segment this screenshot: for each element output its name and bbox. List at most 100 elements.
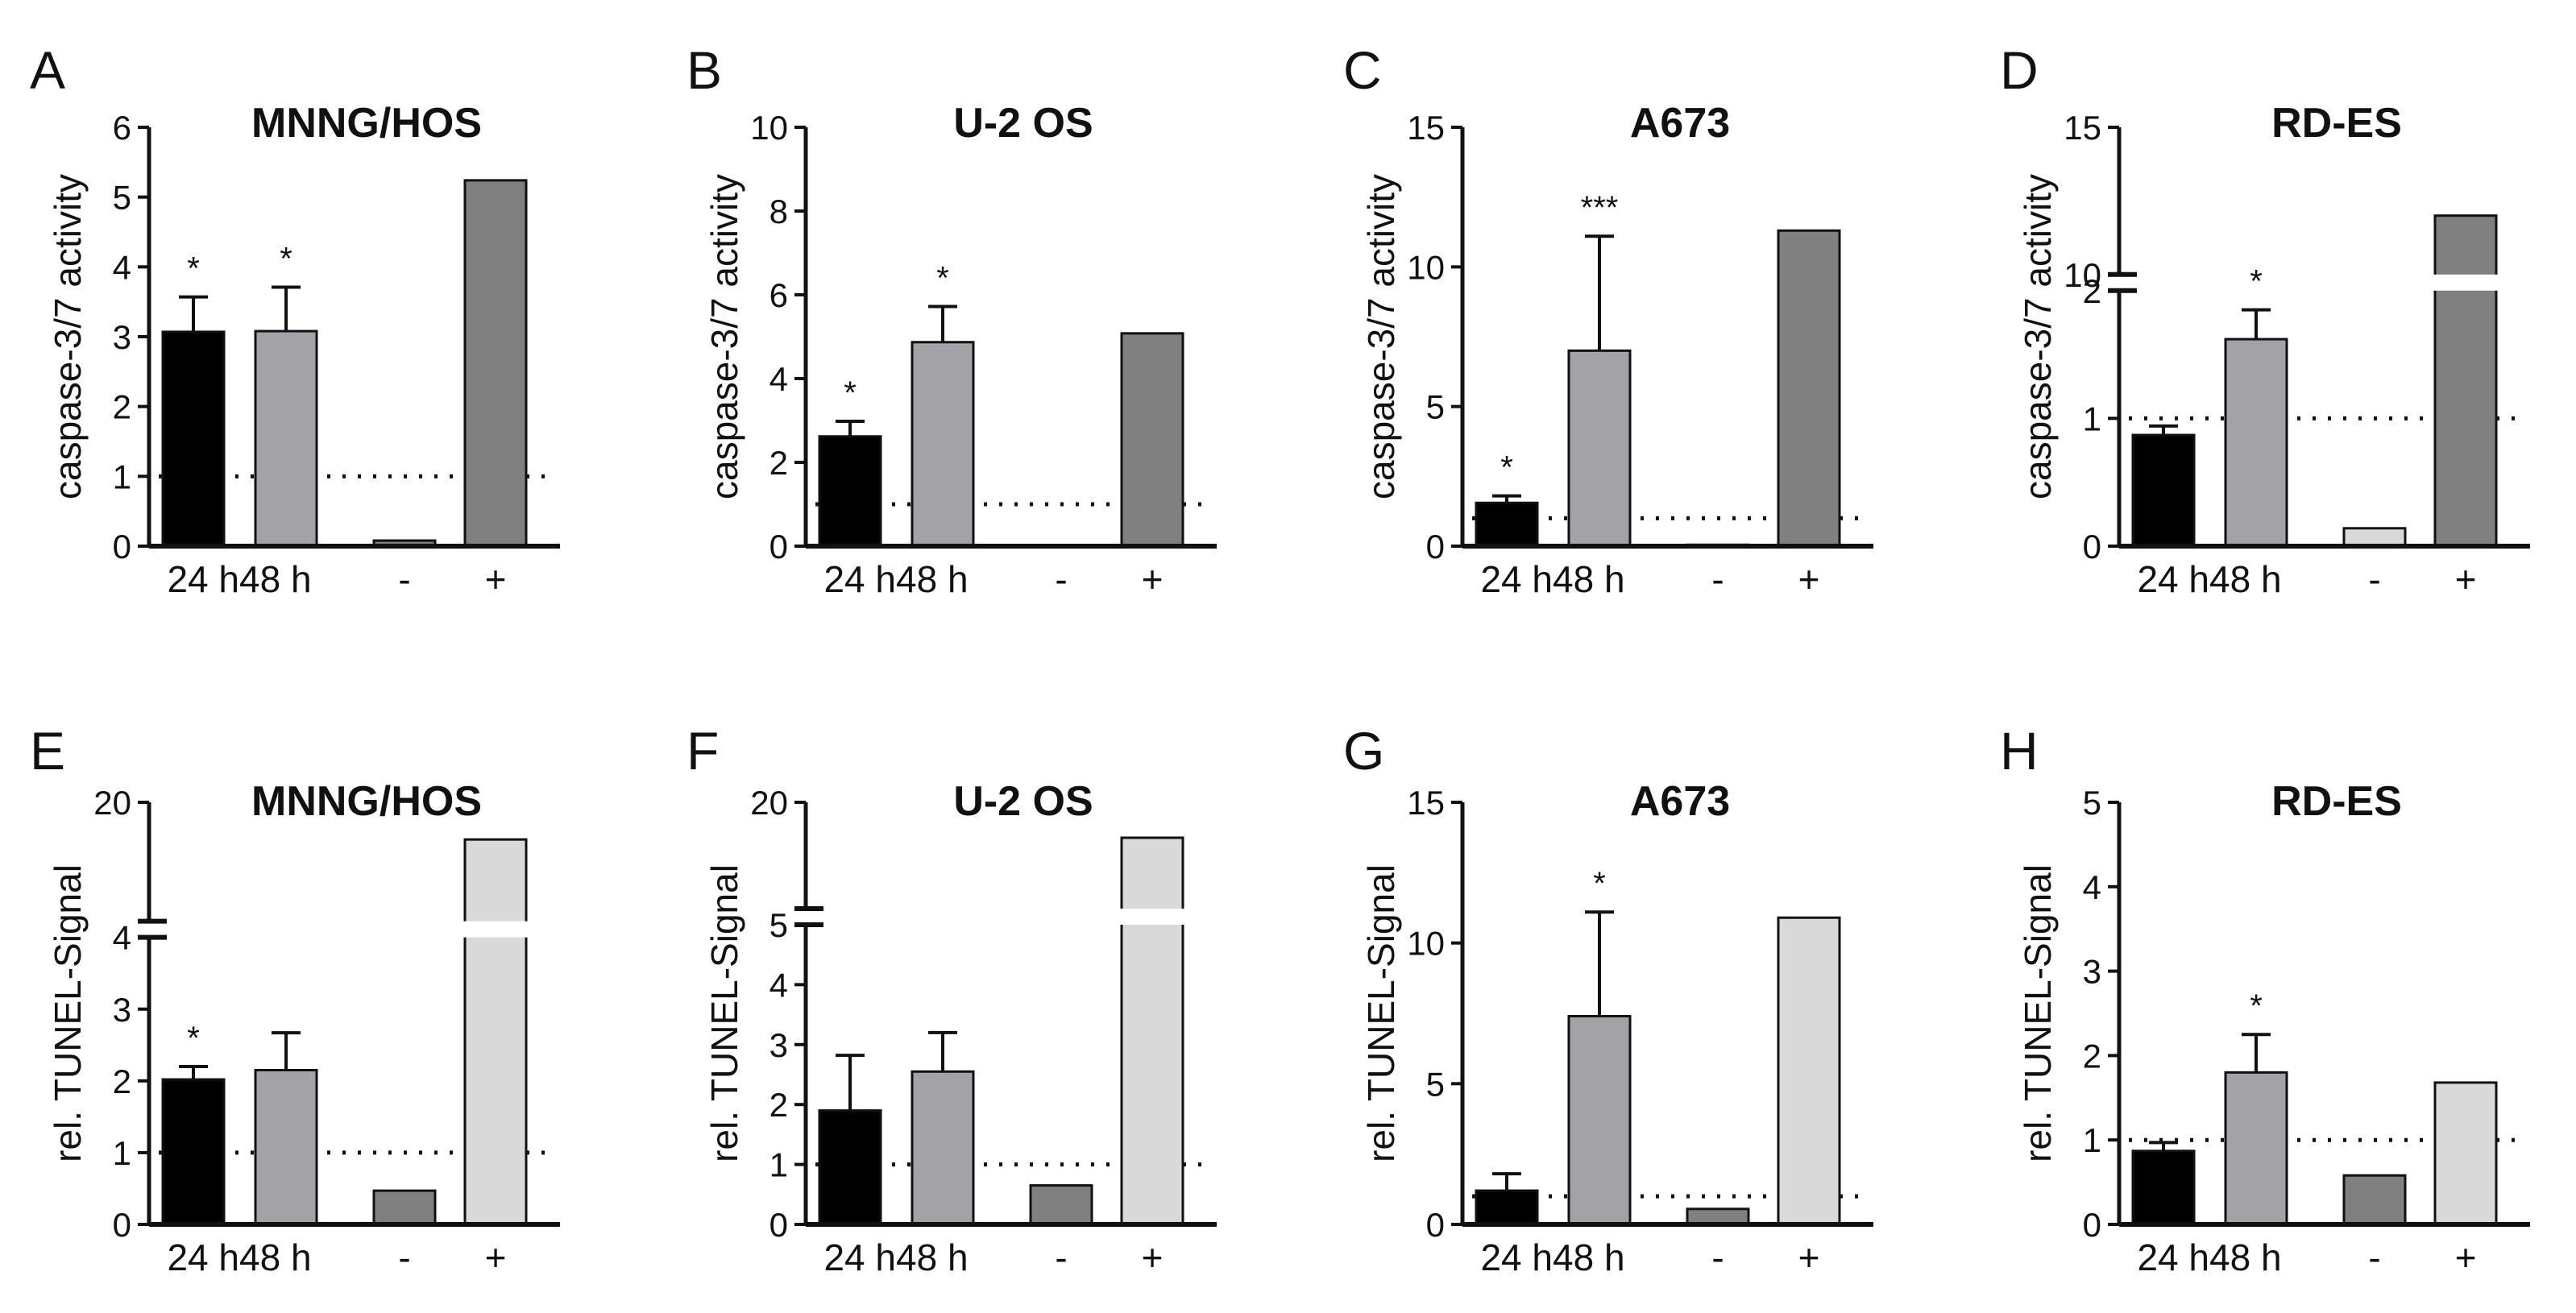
significance-marker: *: [2250, 264, 2263, 300]
bar-4: [463, 179, 528, 548]
panel-a: A MNNG/HOS caspase-3/7 activity * * 0 1 2 3 4 5 6 24…: [30, 40, 560, 600]
bar-2: [1567, 1014, 1632, 1226]
y-tick-label: 6: [113, 109, 131, 147]
y-tick-label: 2: [2083, 1037, 2101, 1075]
bar-4: [2433, 1081, 2498, 1226]
bar-4: [1120, 332, 1184, 548]
y-tick-label: 0: [769, 528, 788, 565]
bar-4: [463, 838, 528, 1226]
significance-marker: *: [844, 375, 857, 411]
bar-4: [1777, 229, 1841, 548]
x-tick-label: -: [398, 1236, 410, 1278]
y-tick-label: 5: [769, 906, 788, 944]
bar-4: [2433, 214, 2498, 548]
bar-1: [818, 435, 882, 548]
bar-1: [161, 1078, 226, 1226]
panel-e: E MNNG/HOS rel. TUNEL-Signal * 0 1 2 3 4 20 24 h48…: [30, 721, 560, 1278]
bar-3: [2342, 527, 2407, 548]
y-tick-label: 0: [2083, 1206, 2101, 1244]
x-tick-label: 24 h48 h: [2137, 1236, 2281, 1278]
y-tick-label: 2: [769, 1086, 788, 1124]
x-tick-label: +: [1142, 558, 1164, 600]
x-tick-label: +: [1142, 1236, 1164, 1278]
y-axis-label: rel. TUNEL-Signal: [2017, 864, 2059, 1162]
y-tick-label: 4: [769, 360, 788, 398]
y-axis-label: rel. TUNEL-Signal: [47, 864, 89, 1162]
chart-title: U-2 OS: [953, 778, 1093, 825]
significance-marker: *: [1500, 450, 1513, 486]
bar-2: [2224, 1071, 2288, 1226]
panel-letter: G: [1343, 721, 1384, 781]
bar-1: [818, 1109, 882, 1226]
y-tick-label: 1: [2083, 1121, 2101, 1159]
x-tick-label: -: [2368, 558, 2380, 600]
y-axis-label: rel. TUNEL-Signal: [1360, 864, 1402, 1162]
y-tick-label: 4: [113, 919, 131, 957]
y-tick-label: 3: [113, 318, 131, 356]
bar-2: [911, 1070, 975, 1226]
x-tick-label: -: [1055, 1236, 1067, 1278]
x-tick-label: 24 h48 h: [823, 1236, 968, 1278]
y-tick-label: 0: [769, 1206, 788, 1244]
x-tick-label: 24 h48 h: [1480, 558, 1624, 600]
x-tick-label: 24 h48 h: [2137, 558, 2281, 600]
y-tick-label: 3: [769, 1026, 788, 1064]
y-tick-label: 0: [2083, 528, 2101, 565]
y-axis-label: rel. TUNEL-Signal: [703, 864, 745, 1162]
y-tick-label: 1: [769, 1146, 788, 1184]
y-tick-label: 1: [113, 1134, 131, 1172]
panel-letter: B: [687, 40, 722, 100]
chart-title: A673: [1630, 100, 1730, 147]
y-tick-label: 10: [1407, 925, 1445, 963]
chart-title: RD-ES: [2271, 100, 2402, 147]
panel-b: B U-2 OS caspase-3/7 activity * * 0 2 4 6 8 10 24 h…: [687, 40, 1217, 600]
y-tick-label: 10: [1407, 248, 1445, 286]
panel-letter: D: [2000, 40, 2039, 100]
y-axis-label: caspase-3/7 activity: [47, 174, 89, 499]
bar-2: [911, 341, 975, 548]
chart-title: MNNG/HOS: [251, 100, 482, 147]
chart-title: RD-ES: [2271, 778, 2402, 825]
significance-marker: *: [187, 1021, 200, 1056]
y-tick-label: 4: [2083, 868, 2101, 906]
x-tick-label: +: [2455, 558, 2477, 600]
x-tick-label: +: [485, 558, 507, 600]
y-tick-label: 15: [1407, 109, 1445, 147]
significance-marker: *: [1593, 866, 1606, 901]
bar-3: [372, 1189, 437, 1226]
bar-3: [1029, 1184, 1093, 1226]
y-tick-label: 2: [113, 1062, 131, 1100]
y-tick-label: 0: [113, 1206, 131, 1244]
bar-2: [2224, 338, 2288, 548]
y-tick-label: 20: [750, 784, 788, 822]
bar-4: [1777, 916, 1841, 1226]
y-axis-label: caspase-3/7 activity: [1360, 174, 1402, 499]
bar-1: [161, 330, 226, 548]
y-tick-label: 0: [113, 528, 131, 565]
y-tick-label: 5: [2083, 784, 2101, 822]
y-axis-label: caspase-3/7 activity: [703, 174, 745, 499]
panel-g: G A673 rel. TUNEL-Signal * 0 5 10 15 24 h48 h - +: [1343, 721, 1873, 1278]
x-tick-label: -: [1711, 1236, 1724, 1278]
y-tick-label: 1: [2083, 400, 2101, 437]
y-tick-label: 0: [1426, 528, 1445, 565]
y-tick-label: 20: [93, 784, 131, 822]
panel-letter: H: [2000, 721, 2039, 781]
bar-1: [1475, 501, 1539, 548]
y-tick-label: 0: [1426, 1206, 1445, 1244]
x-tick-label: 24 h48 h: [167, 558, 311, 600]
panel-letter: F: [687, 721, 719, 781]
bar-1: [2131, 1149, 2196, 1226]
y-tick-label: 8: [769, 193, 788, 230]
x-tick-label: -: [398, 558, 410, 600]
y-tick-label: 15: [2064, 109, 2101, 147]
bar-2: [254, 1068, 318, 1226]
y-tick-label: 5: [1426, 1065, 1445, 1103]
bar-break-gap: [2433, 274, 2499, 291]
panel-h: H RD-ES rel. TUNEL-Signal * 0 1 2 3 4 5 24 h48 h - +: [2000, 721, 2530, 1278]
significance-marker: *: [936, 261, 949, 296]
y-tick-label: 3: [2083, 953, 2101, 991]
x-tick-label: -: [2368, 1236, 2380, 1278]
